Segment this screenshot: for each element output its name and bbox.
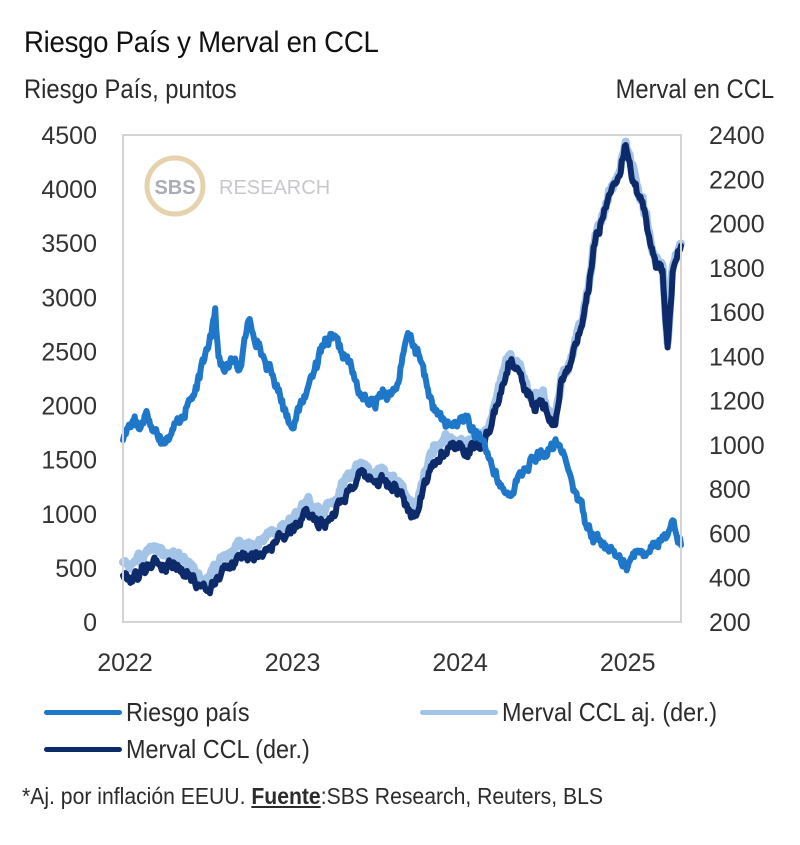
series-riesgo-pa-s-line bbox=[120, 305, 684, 574]
legend-item-merval-ccl-aj: Merval CCL aj. (der.) bbox=[420, 697, 741, 728]
footnote-prefix: *Aj. por inflación EEUU. bbox=[22, 783, 252, 809]
x-tick-label: 2025 bbox=[600, 649, 656, 677]
x-axis: 2022 2023 2024 2025 bbox=[97, 649, 655, 677]
series-group bbox=[119, 137, 685, 597]
x-tick-label: 2024 bbox=[432, 649, 488, 677]
watermark-logo-text: SBS bbox=[154, 177, 195, 199]
y-right-tick-label: 200 bbox=[709, 609, 751, 637]
y-left-tick-label: 1000 bbox=[41, 501, 97, 529]
right-axis-label: Merval en CCL bbox=[615, 74, 774, 104]
y-left-tick-label: 4500 bbox=[41, 122, 97, 150]
y-right-tick-label: 400 bbox=[709, 565, 751, 593]
legend-swatch-merval-ccl-aj bbox=[420, 710, 498, 715]
watermark: SBS RESEARCH bbox=[144, 155, 330, 217]
x-tick-label: 2022 bbox=[97, 649, 153, 677]
y-left-tick-label: 3000 bbox=[41, 284, 97, 312]
y-right-tick-label: 2000 bbox=[709, 211, 765, 239]
left-axis: 0 500 1000 1500 2000 2500 3000 3500 4000 4500 bbox=[41, 122, 97, 637]
y-left-tick-label: 500 bbox=[55, 555, 97, 583]
y-right-tick-label: 600 bbox=[709, 520, 751, 548]
legend-label: Riesgo país bbox=[126, 697, 250, 727]
legend-item-merval-ccl: Merval CCL (der.) bbox=[44, 734, 330, 765]
y-right-tick-label: 1400 bbox=[709, 343, 765, 371]
right-axis: 200 400 600 800 1000 1200 1400 1600 1800 2000 2200… bbox=[709, 122, 765, 637]
legend-label: Merval CCL aj. (der.) bbox=[502, 697, 717, 727]
legend-item-riesgo-pais: Riesgo país bbox=[44, 697, 263, 728]
y-right-tick-label: 1000 bbox=[709, 432, 765, 460]
footnote-source-text: :SBS Research, Reuters, BLS bbox=[320, 783, 603, 809]
chart-title: Riesgo País y Merval en CCL bbox=[24, 26, 379, 59]
legend-swatch-merval-ccl bbox=[44, 747, 122, 752]
y-left-tick-label: 1500 bbox=[41, 447, 97, 475]
y-right-tick-label: 800 bbox=[709, 476, 751, 504]
footnote-source-label: Fuente bbox=[251, 783, 321, 809]
watermark-logo-ring bbox=[144, 155, 206, 217]
y-right-tick-label: 1600 bbox=[709, 299, 765, 327]
legend-swatch-riesgo-pais bbox=[44, 710, 122, 715]
y-left-tick-label: 4000 bbox=[41, 176, 97, 204]
y-right-tick-label: 2400 bbox=[709, 122, 765, 150]
y-left-tick-label: 0 bbox=[83, 609, 97, 637]
watermark-text: RESEARCH bbox=[219, 177, 330, 199]
y-right-tick-label: 1200 bbox=[709, 388, 765, 416]
left-axis-label: Riesgo País, puntos bbox=[24, 74, 237, 104]
y-left-tick-label: 2500 bbox=[41, 338, 97, 366]
legend-label: Merval CCL (der.) bbox=[126, 734, 310, 764]
y-left-tick-label: 2000 bbox=[41, 393, 97, 421]
footnote: *Aj. por inflación EEUU. Fuente:SBS Rese… bbox=[22, 783, 603, 810]
y-right-tick-label: 2200 bbox=[709, 166, 765, 194]
plot-frame bbox=[122, 134, 682, 623]
series-merval-ccl-der-line bbox=[120, 142, 684, 597]
y-right-tick-label: 1800 bbox=[709, 255, 765, 283]
y-left-tick-label: 3500 bbox=[41, 230, 97, 258]
x-tick-label: 2023 bbox=[265, 649, 321, 677]
